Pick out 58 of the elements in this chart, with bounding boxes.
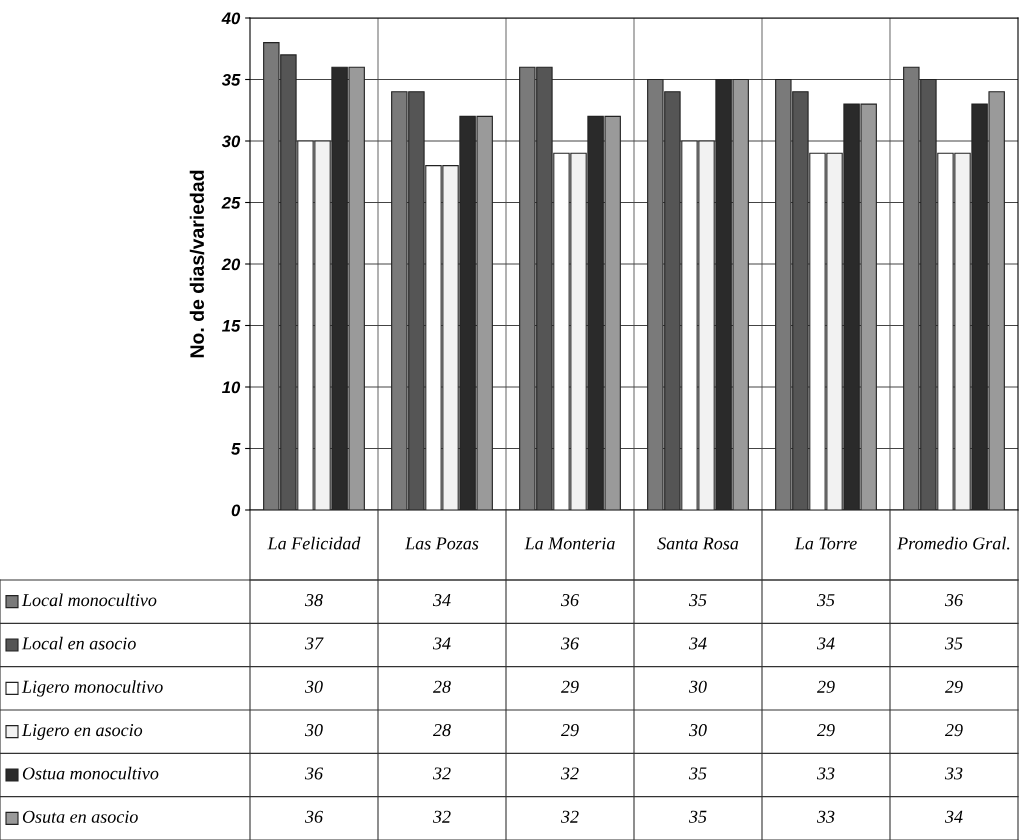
data-label: 35 xyxy=(688,810,707,823)
data-label: 37 xyxy=(304,637,324,650)
data-label: 30 xyxy=(304,680,323,693)
x-tick-label: La Felicidad xyxy=(267,536,361,550)
data-label: 33 xyxy=(944,767,963,780)
data-label: 29 xyxy=(816,680,835,693)
data-label: 36 xyxy=(304,810,323,823)
data-label: 34 xyxy=(816,637,835,650)
data-label: 33 xyxy=(816,810,835,823)
data-label: 36 xyxy=(304,767,323,780)
data-label: 36 xyxy=(560,637,579,650)
y-tick-label: 30 xyxy=(221,135,241,148)
data-label: 36 xyxy=(944,594,963,607)
data-label: 30 xyxy=(688,680,707,693)
data-label: 28 xyxy=(432,724,451,737)
data-label: 35 xyxy=(944,637,963,650)
data-label: 32 xyxy=(432,810,451,823)
y-tick-label: 10 xyxy=(222,381,241,394)
y-tick-label: 5 xyxy=(231,443,241,455)
data-label: 30 xyxy=(688,724,707,737)
data-label: 35 xyxy=(816,594,835,607)
data-label: 35 xyxy=(688,594,707,607)
data-label: 34 xyxy=(432,637,451,650)
data-label: 29 xyxy=(944,680,963,693)
y-tick-label: 0 xyxy=(231,504,241,517)
data-label: 34 xyxy=(688,637,707,650)
data-label: 32 xyxy=(560,810,579,823)
legend-label: Osuta en asocio xyxy=(22,810,138,823)
y-tick-label: 35 xyxy=(221,73,241,86)
data-label: 29 xyxy=(816,724,835,737)
legend-label: Ostua monocultivo xyxy=(22,766,159,780)
legend-label: Local monocultivo xyxy=(21,593,157,607)
x-tick-label: La Torre xyxy=(794,537,857,550)
x-tick-label: Las Pozas xyxy=(404,537,479,550)
x-tick-label: Promedio Gral. xyxy=(897,536,1010,550)
x-tick-label: Santa Rosa xyxy=(657,537,739,550)
data-label: 30 xyxy=(304,724,323,737)
data-label: 32 xyxy=(560,767,579,780)
data-label: 28 xyxy=(432,680,451,693)
y-tick-label: 40 xyxy=(221,12,241,25)
data-label: 34 xyxy=(432,594,451,607)
data-label: 32 xyxy=(432,767,451,780)
y-axis-title: No. de dias/variedad xyxy=(189,170,205,358)
data-label: 29 xyxy=(560,680,579,693)
data-label: 33 xyxy=(816,767,835,780)
y-tick-label: 20 xyxy=(221,258,241,271)
x-tick-label: La Monteria xyxy=(524,537,615,550)
y-tick-label: 15 xyxy=(222,320,241,332)
legend-label: Local en asocio xyxy=(21,636,136,650)
legend-label: Ligero en asocio xyxy=(21,724,143,740)
data-label: 36 xyxy=(560,594,579,607)
data-label: 38 xyxy=(304,594,323,607)
data-label: 35 xyxy=(688,767,707,780)
legend-label: Ligero monocultivo xyxy=(21,680,163,697)
data-label: 29 xyxy=(944,724,963,737)
y-tick-label: 25 xyxy=(221,196,241,209)
data-label: 29 xyxy=(560,724,579,737)
data-label: 34 xyxy=(944,810,963,823)
